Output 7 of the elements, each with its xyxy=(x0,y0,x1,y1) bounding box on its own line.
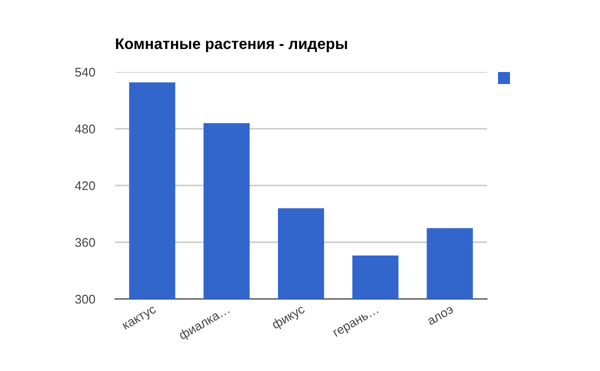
y-tick-label: 480 xyxy=(74,124,96,134)
chart-title: Комнатные растения - лидеры xyxy=(116,38,347,52)
y-tick-label: 360 xyxy=(75,238,96,247)
x-tick-label: алоэ xyxy=(427,306,454,326)
y-tick-label: 420 xyxy=(74,181,96,190)
y-tick-label: 540 xyxy=(75,68,96,77)
y-tick-label: 300 xyxy=(75,294,96,304)
